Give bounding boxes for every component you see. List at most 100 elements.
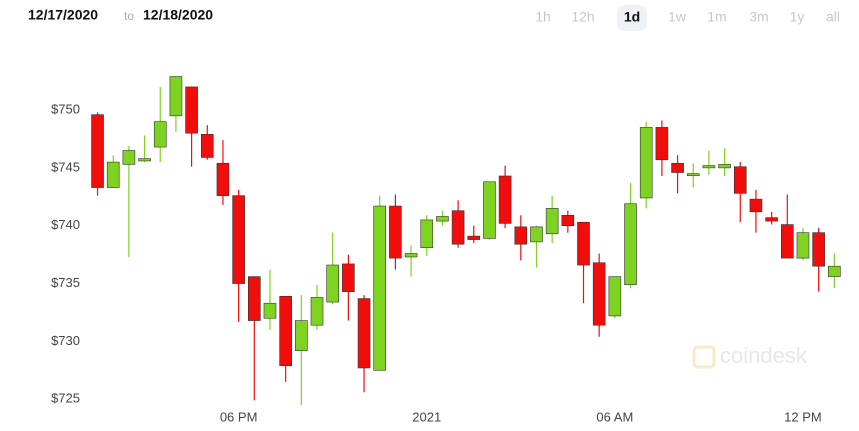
- y-tick-label: $730: [51, 333, 80, 348]
- candle-body: [436, 216, 449, 222]
- y-tick-label: $735: [51, 275, 80, 290]
- candle: [153, 86, 167, 163]
- candle-body: [310, 297, 324, 326]
- watermark-logo: [692, 345, 716, 369]
- candle: [686, 163, 700, 188]
- candle: [718, 148, 731, 176]
- x-tick-label: 06 PM: [220, 409, 258, 424]
- candle-body: [420, 219, 434, 248]
- candle-body: [514, 226, 528, 245]
- candle-body: [545, 208, 559, 235]
- candle: [498, 165, 512, 229]
- candle: [342, 254, 355, 321]
- candle-body: [263, 302, 277, 319]
- range-label[interactable]: 1m: [707, 9, 726, 25]
- candle-body: [373, 205, 387, 371]
- candle: [749, 189, 763, 233]
- candle: [326, 232, 339, 305]
- candle-body: [828, 265, 841, 277]
- candle-body: [812, 232, 825, 267]
- range-button[interactable]: 12h: [571, 9, 594, 25]
- candle-body: [718, 164, 731, 169]
- range-label[interactable]: 12h: [571, 9, 594, 25]
- range-label[interactable]: 1w: [668, 9, 687, 25]
- candle: [592, 253, 606, 337]
- candle: [91, 112, 104, 196]
- candle-body: [91, 114, 104, 188]
- candle-body: [592, 262, 606, 326]
- candle-body: [404, 253, 418, 258]
- candle: [467, 225, 481, 244]
- x-tick-label: 12 PM: [784, 409, 822, 424]
- range-button[interactable]: 1h: [535, 9, 551, 25]
- range-button[interactable]: 1w: [668, 9, 687, 25]
- candle-body: [749, 198, 763, 213]
- candle: [451, 200, 465, 248]
- range-label[interactable]: 1y: [790, 9, 805, 25]
- candle-body: [122, 150, 136, 165]
- candle: [671, 155, 684, 194]
- candle-body: [185, 86, 198, 134]
- y-tick-label: $740: [51, 217, 80, 232]
- candle: [185, 86, 198, 167]
- y-tick-label: $745: [51, 159, 80, 174]
- candle: [514, 215, 528, 261]
- candle-body: [279, 295, 292, 366]
- range-label[interactable]: 1h: [535, 9, 551, 25]
- candle-body: [467, 235, 481, 240]
- candle: [639, 121, 653, 209]
- range-button[interactable]: 1d: [617, 5, 647, 31]
- candle-body: [357, 298, 371, 369]
- candle: [702, 150, 716, 175]
- candle-body: [639, 127, 653, 199]
- x-tick-label: 2021: [412, 409, 441, 424]
- candle-body: [153, 121, 167, 148]
- candle: [357, 295, 371, 393]
- candle-body: [451, 210, 465, 245]
- candle: [812, 228, 825, 292]
- candle-body: [780, 224, 794, 259]
- range-button[interactable]: 1y: [790, 9, 805, 25]
- plot: $725 $730 $735 $740 $745 $750 06 PM 2021 06 AM 12…: [51, 76, 841, 424]
- candle: [655, 120, 669, 176]
- range-button[interactable]: all: [826, 9, 840, 25]
- candle-body: [295, 320, 308, 351]
- range-label[interactable]: all: [826, 9, 840, 25]
- candle-body: [216, 162, 230, 196]
- candle-body: [138, 158, 151, 162]
- candle: [389, 194, 402, 270]
- candle: [200, 125, 214, 160]
- candle-body: [702, 165, 716, 169]
- candle: [295, 295, 308, 405]
- candle: [216, 140, 230, 205]
- watermark: coindesk: [692, 343, 808, 369]
- candle-body: [248, 276, 261, 321]
- candle: [106, 155, 120, 188]
- candle-body: [498, 175, 512, 224]
- candle: [122, 145, 136, 257]
- candle: [577, 221, 590, 304]
- date-separator: to: [124, 9, 134, 23]
- candle-body: [733, 166, 747, 194]
- candle: [138, 135, 151, 163]
- range-button[interactable]: 1m: [707, 9, 726, 25]
- candle: [624, 182, 637, 289]
- range-label[interactable]: 1d: [624, 9, 640, 25]
- candle: [248, 276, 261, 401]
- candle-body: [326, 264, 339, 303]
- candle-body: [561, 215, 575, 227]
- range-label[interactable]: 3m: [749, 9, 768, 25]
- candle: [828, 253, 841, 289]
- y-tick-label: $725: [51, 391, 80, 406]
- candle-body: [686, 173, 700, 176]
- candle: [404, 245, 418, 277]
- range-button[interactable]: 3m: [749, 9, 768, 25]
- date-to: 12/18/2020: [143, 7, 213, 23]
- candle: [765, 211, 778, 225]
- candle: [420, 215, 434, 256]
- candle: [796, 228, 810, 261]
- candle-body: [671, 162, 684, 173]
- candle: [279, 295, 292, 382]
- candle-body: [169, 76, 183, 117]
